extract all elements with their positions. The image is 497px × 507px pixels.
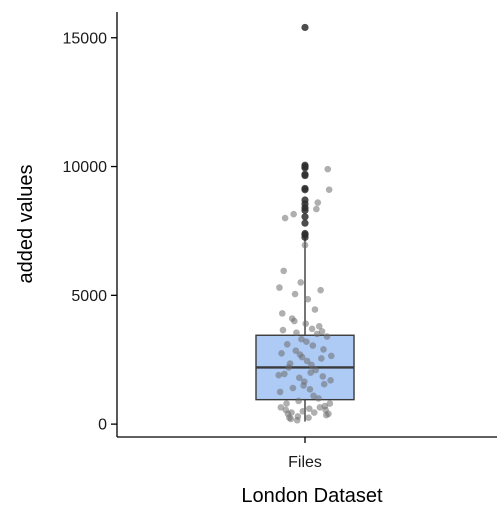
jitter-point [302,320,310,327]
jitter-point [313,205,320,213]
jitter-point [295,397,302,405]
y-axis-title: added values [15,165,37,284]
outlier-point [301,229,309,238]
jitter-point [276,284,283,291]
jitter-point [317,286,324,294]
jitter-point [312,366,319,374]
jitter-point [305,414,312,421]
jitter-point [327,352,335,360]
jitter-point [299,407,307,415]
axes [116,12,497,438]
jitter-point [303,357,311,365]
jitter-point [291,290,299,298]
jitter-point [319,373,327,380]
jitter-point [305,405,313,412]
jitter-point [283,400,290,407]
jitter-point [315,395,322,402]
jitter-point [303,338,310,345]
jitter-point [313,330,321,338]
jitter-point [318,328,326,335]
jitter-point [324,165,332,173]
jitter-point [289,384,297,392]
jitter-point [307,369,314,376]
jitter-point [316,404,324,411]
jitter-point [287,415,295,423]
jitter-point [301,241,309,249]
jitter-point [293,416,301,424]
outlier-point [301,196,309,204]
x-axis-title: London Dataset [241,485,383,507]
jitter-point [288,409,295,416]
x-tick-label: Files [288,454,322,471]
jitter-point [280,267,287,275]
jitter-point [281,214,289,222]
box-layer [255,237,355,422]
jitter-point [291,317,298,325]
jitter-point [278,349,285,357]
jitter-point [297,279,305,286]
jitter-point [296,351,304,358]
jitter-point [320,380,328,388]
outlier-point [301,219,309,227]
outlier-point [301,213,309,221]
jitter-point [293,329,300,336]
jitter-point [306,386,314,393]
jitter-point [308,361,315,369]
jitter-point [309,342,317,349]
outlier-point [301,161,309,169]
points-layer [275,23,335,424]
y-ticks: 0 5000 10000 15000 [63,30,117,434]
jitter-point [296,374,303,382]
jitter-point [285,364,292,371]
jitter-point [308,325,316,333]
jitter-point [279,326,287,334]
jitter-point [298,335,305,343]
jitter-point [276,388,284,396]
jitter-point [318,355,325,362]
jitter-point [310,392,317,400]
jitter-point [290,210,297,218]
jitter-point [310,409,318,416]
jitter-point [325,186,333,194]
jitter-point [283,340,291,348]
jitter-point [281,370,288,378]
jitter-point [282,406,290,414]
outlier-point [301,170,309,178]
y-tick-label: 10000 [63,159,108,176]
jitter-point [304,295,312,303]
x-ticks: Files [288,437,322,471]
jitter-point [300,378,308,385]
jitter-point [315,322,323,330]
jitter-point [314,199,322,206]
jitter-point [323,333,331,340]
y-tick-label: 15000 [63,30,108,47]
outlier-point [301,23,309,32]
y-tick-label: 0 [98,417,107,434]
jitter-point [326,400,334,407]
outlier-point [301,184,309,193]
jitter-point [292,347,300,355]
jitter-point [275,371,283,379]
jitter-point [320,346,327,353]
y-tick-label: 5000 [71,288,107,305]
jitter-point [311,306,319,313]
jitter-point [327,377,334,384]
jitter-point [277,404,285,411]
jitter-point [278,310,286,317]
jitter-point [325,410,332,418]
